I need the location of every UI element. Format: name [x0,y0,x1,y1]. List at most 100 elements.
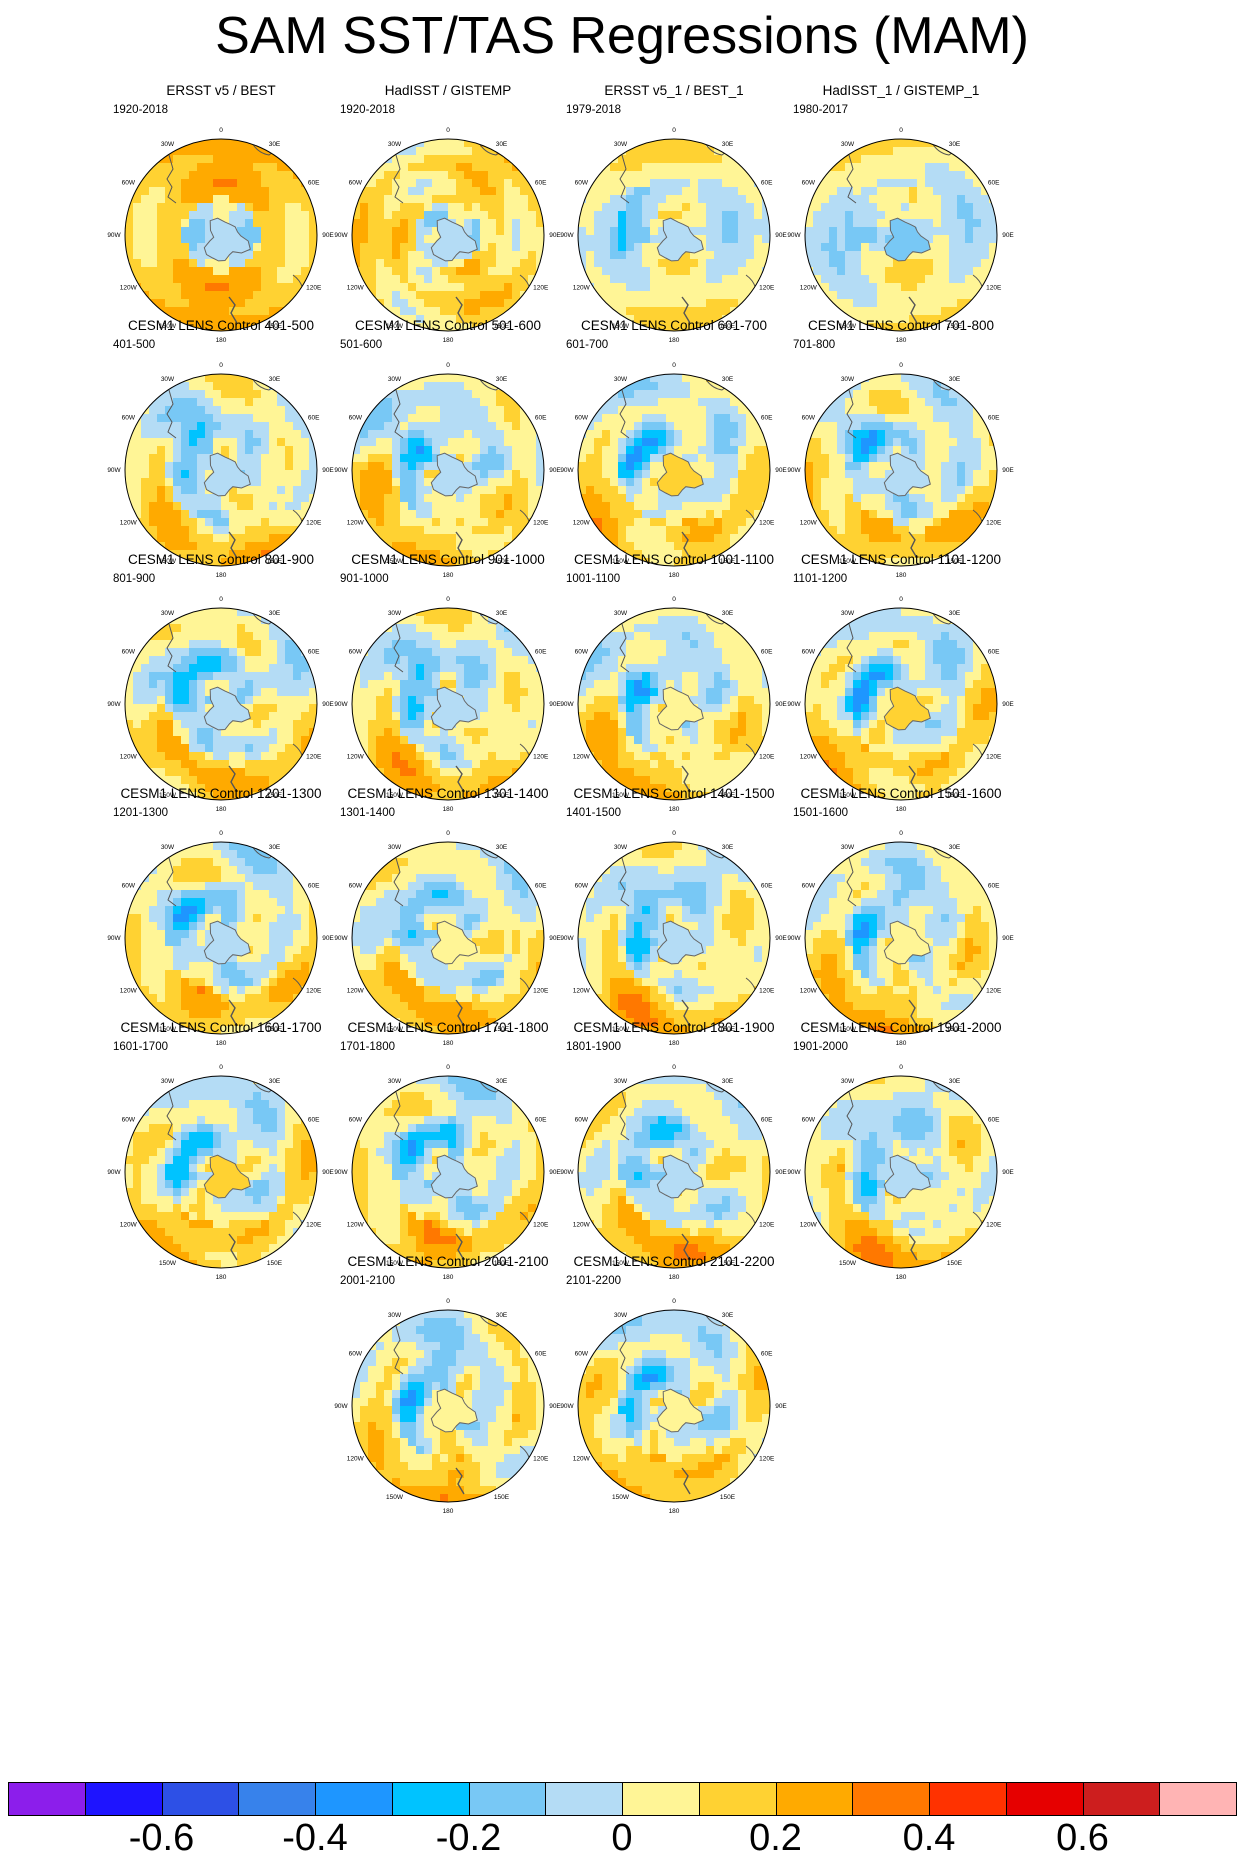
field-cell [133,478,142,487]
field-cell [496,227,505,236]
field-cell [746,454,755,463]
field-cell [173,616,182,625]
field-cell [253,768,262,777]
field-cell [213,163,222,172]
field-cell [853,259,862,268]
field-cell [464,438,473,447]
field-cell [754,438,763,447]
field-cell [666,323,675,331]
field-cell [285,203,294,212]
field-cell [682,147,691,156]
field-cell [448,656,457,665]
field-cell [658,518,667,527]
field-cell [432,616,441,625]
field-cell [682,438,691,447]
field-cell [229,494,238,503]
field-cell [869,227,878,236]
field-cell [173,768,182,777]
field-cell [360,672,369,681]
field-cell [861,462,870,471]
field-cell [309,720,317,729]
field-cell [360,438,369,447]
field-cell [480,688,489,697]
field-cell [408,518,417,527]
field-cell [722,283,731,292]
field-cell [610,171,619,180]
field-cell [722,390,731,399]
field-cell [285,406,294,415]
field-cell [293,470,302,479]
field-cell [869,243,878,252]
field-cell [861,502,870,511]
field-cell [464,558,473,566]
field-cell [909,558,918,566]
field-cell [594,203,603,212]
field-cell [368,438,377,447]
field-cell [690,462,699,471]
field-cell [893,406,902,415]
field-cell [949,195,958,204]
field-cell [520,680,529,689]
field-cell [408,656,417,665]
field-cell [408,243,417,252]
field-cell [277,259,286,268]
field-cell [165,470,174,479]
field-cell [706,454,715,463]
field-cell [981,438,990,447]
field-cell [706,259,715,268]
field-cell [714,219,723,228]
field-cell [285,656,294,665]
field-cell [690,291,699,300]
field-cell [845,422,854,431]
field-cell [488,736,497,745]
field-cell [189,155,198,164]
field-cell [845,163,854,172]
field-cell [642,171,651,180]
field-cell [885,422,894,431]
field-cell [472,624,481,633]
field-cell [293,267,302,276]
field-cell [642,550,651,559]
field-cell [917,179,926,188]
field-cell [213,203,222,212]
field-cell [376,510,385,519]
field-cell [480,478,489,487]
field-cell [909,486,918,495]
field-cell [173,640,182,649]
field-cell [520,672,529,681]
field-cell [173,171,182,180]
field-cell [229,275,238,284]
field-cell [602,422,611,431]
field-cell [456,187,465,196]
field-cell [424,518,433,527]
field-cell [520,478,529,487]
field-cell [885,518,894,527]
field-cell [901,195,910,204]
field-cell [464,720,473,729]
field-cell [424,608,433,617]
field-cell [189,550,198,559]
field-cell [504,744,513,753]
field-cell [520,712,529,721]
field-cell [456,526,465,535]
field-cell [674,171,683,180]
field-cell [949,227,958,236]
field-cell [578,227,587,236]
field-cell [706,478,715,487]
field-cell [277,470,286,479]
field-cell [578,486,587,495]
field-cell [472,251,481,260]
field-cell [626,243,635,252]
field-cell [909,139,918,148]
panel-period-label: 801-900 [113,573,156,585]
field-cell [821,227,830,236]
field-cell [512,534,521,543]
field-cell [957,283,966,292]
field-cell [698,470,707,479]
field-cell [738,430,747,439]
field-cell [909,267,918,276]
field-cell [400,648,409,657]
field-cell [416,712,425,721]
field-cell [480,219,489,228]
field-cell [245,315,254,324]
